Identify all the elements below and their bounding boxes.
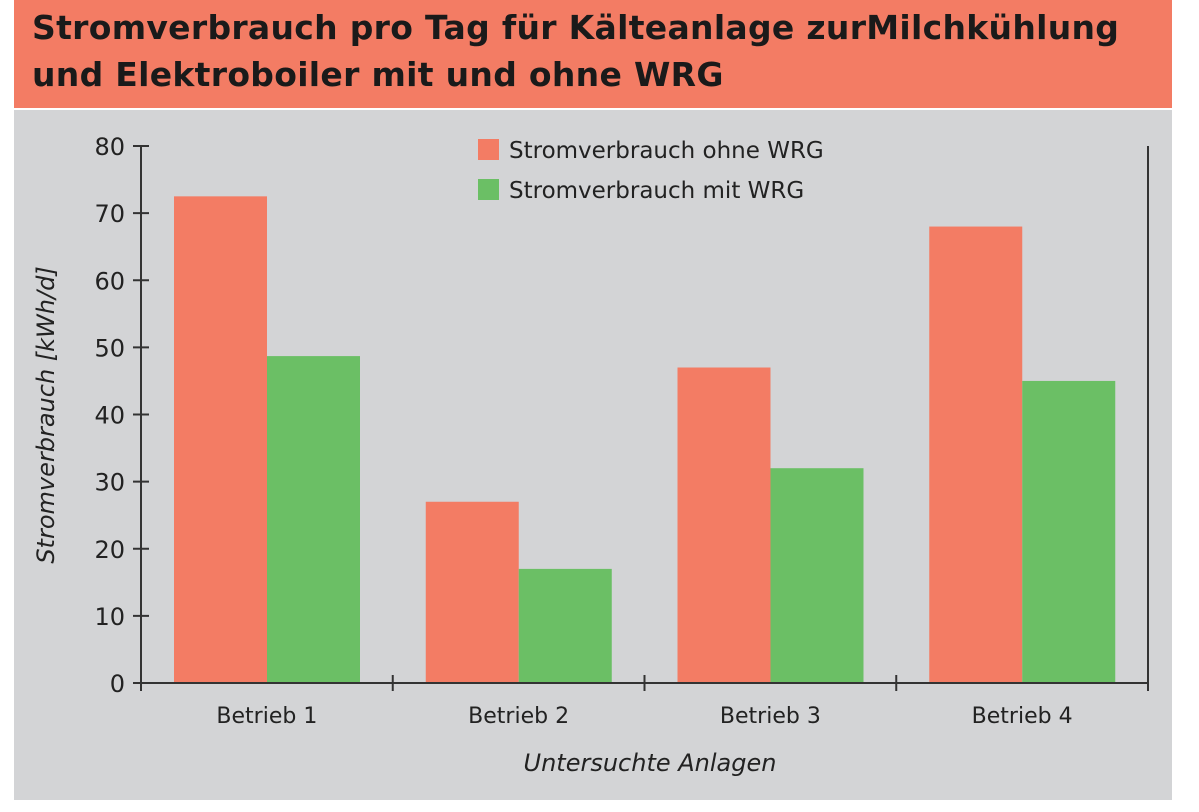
y-tick-label: 0 [110, 670, 125, 698]
bar-mit-wrg-2 [518, 568, 612, 683]
legend-swatch-1 [478, 139, 499, 160]
y-tick-label: 30 [94, 469, 125, 497]
bar-ohne-wrg-3 [677, 367, 771, 683]
x-tick-label: Betrieb 2 [468, 704, 569, 729]
x-axis-title: Untersuchte Anlagen [524, 749, 777, 777]
bar-mit-wrg-3 [770, 468, 864, 683]
legend-label-1: Stromverbrauch ohne WRG [509, 138, 824, 164]
chart-title-line-1: Stromverbrauch pro Tag für Kälteanlage z… [32, 8, 1120, 47]
y-tick-label: 10 [94, 603, 125, 631]
y-tick-label: 40 [94, 402, 125, 430]
legend-label-2: Stromverbrauch mit WRG [509, 178, 804, 204]
bar-mit-wrg-4 [1022, 380, 1116, 683]
y-tick-label: 80 [94, 133, 125, 161]
bar-mit-wrg-1 [267, 356, 360, 683]
legend-swatch-2 [478, 179, 499, 200]
x-tick-label: Betrieb 4 [972, 704, 1073, 729]
y-tick-label: 50 [94, 334, 125, 362]
y-tick-label: 60 [94, 267, 125, 295]
bar-ohne-wrg-1 [174, 196, 267, 683]
x-tick-label: Betrieb 3 [720, 704, 821, 729]
bar-ohne-wrg-4 [929, 226, 1023, 684]
y-axis-title: Stromverbrauch [kWh/d] [32, 266, 60, 563]
bar-ohne-wrg-2 [425, 501, 519, 683]
y-tick-label: 20 [94, 536, 125, 564]
x-tick-label: Betrieb 1 [216, 704, 317, 729]
chart-title-line-2: und Elektroboiler mit und ohne WRG [32, 55, 724, 94]
chart-title-band: Stromverbrauch pro Tag für Kälteanlage z… [14, 0, 1172, 108]
y-tick-label: 70 [94, 200, 125, 228]
